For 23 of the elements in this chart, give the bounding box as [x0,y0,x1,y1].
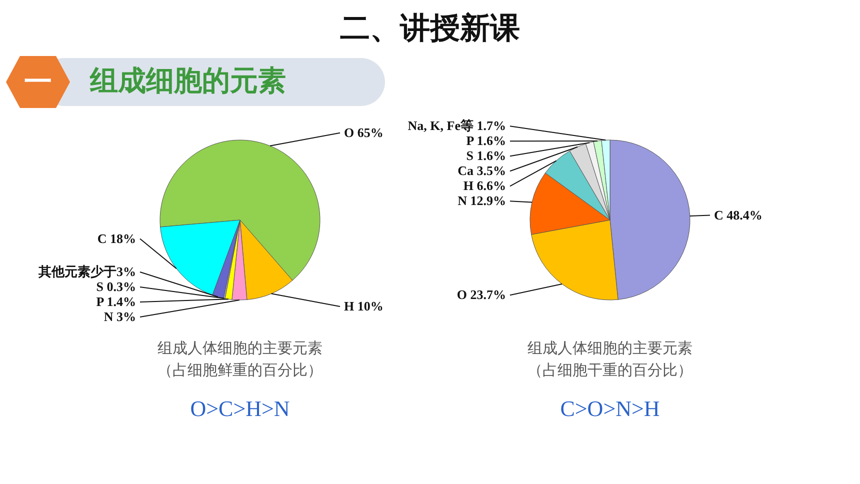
slice-label: P 1.6% [466,133,506,148]
slice-label: C 48.4% [714,207,762,222]
slice-label: 其他元素少于3% [38,264,136,279]
chart-subtitle: 组成细胞的元素 [90,63,286,99]
text: （占细胞鲜重的百分比） [156,360,324,381]
slice-label: P 1.4% [96,294,136,309]
chart-title: 二、讲授新课 [339,10,521,48]
text: （占细胞干重的百分比） [526,360,694,381]
slice-label: S 0.3% [96,279,136,294]
slice-label: H 6.6% [463,178,506,194]
slice-label: S 1.6% [466,148,506,164]
text: 组成人体细胞的主要元素 [156,338,324,359]
slice-label: Na, K, Fe等 1.7% [408,118,506,134]
slice-label: H 10% [344,298,384,314]
text: O>C>H>N [189,396,291,422]
slice-label: Ca 3.5% [458,163,506,178]
slice-label: N 3% [104,309,136,324]
slice-label: O 65% [344,124,384,140]
text: C>O>N>H [559,396,661,422]
slice-label: C 18% [97,230,136,246]
slice-label: O 23.7% [456,287,506,302]
text: 组成人体细胞的主要元素 [526,338,694,359]
slice-label: N 12.9% [458,193,506,208]
